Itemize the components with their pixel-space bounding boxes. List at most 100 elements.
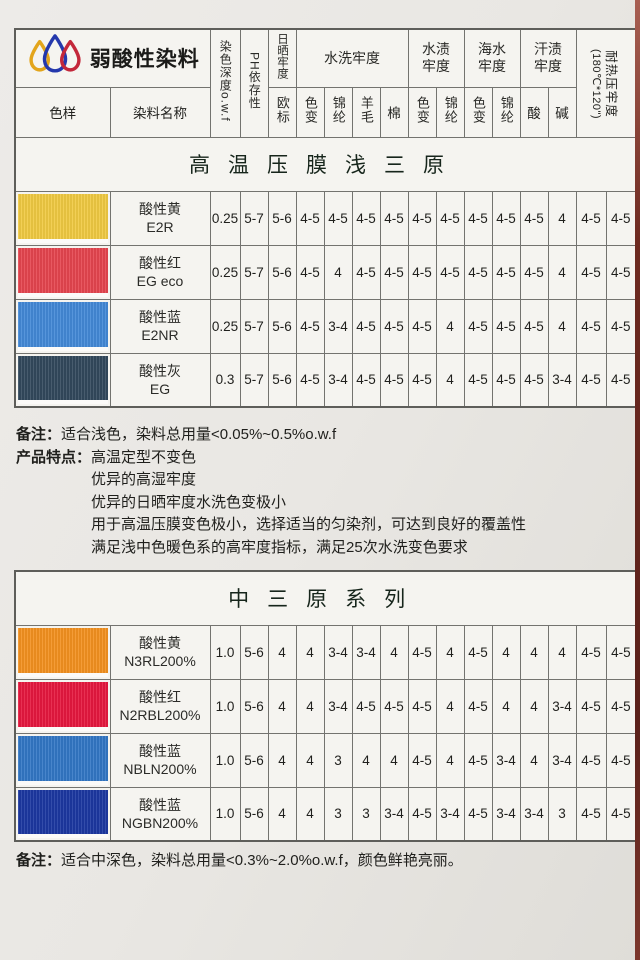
sub-header-sea-shade: 色变 [463,86,493,138]
dye-name-cell: 酸性黄 N3RL200% [109,624,211,680]
dye-name-cell: 酸性蓝 NBLN200% [109,732,211,788]
fastness-value: 4-5 [605,298,637,354]
fastness-value: 3 [547,786,577,842]
sub-header-wash-nylon: 锦纶 [323,86,353,138]
col-header-depth: 染色深度o.w.f [209,28,241,138]
spec-table-medium-trichromatic: 中三原系列 酸性黄 N3RL200% 1.0 5-6 4 4 3-4 3-4 4 4-5 4 4-5 4… [14,570,638,842]
ph-label: PH依存性 [247,51,262,110]
fastness-value: 4-5 [519,190,549,246]
series-banner: 中三原系列 [14,570,637,626]
shade-change-label: 色变 [302,95,318,124]
dye-name: 酸性蓝 [139,308,181,325]
fastness-value: 4-5 [379,298,409,354]
fastness-value: 4-5 [519,352,549,408]
fastness-value: 1.0 [209,624,241,680]
fastness-value: 4-5 [435,244,465,300]
dye-code: E2NR [141,327,179,343]
group-header-waterstain: 水渍 牢度 [407,28,465,88]
col-header-ph: PH依存性 [239,28,269,138]
fastness-value: 4-5 [575,244,607,300]
dye-name: 酸性黄 [139,634,181,651]
fastness-value: 4-5 [379,190,409,246]
shade-change-label: 色变 [470,95,486,124]
color-swatch-cell [14,298,111,354]
fabric-swatch [18,681,108,731]
fastness-value: 4 [547,190,577,246]
features-list: 高温定型不变色 优异的高湿牢度 优异的日晒牢度水洗色变极小 用于高温压膜变色极小… [91,447,526,560]
fastness-value: 4-5 [463,732,493,788]
wool-label: 羊毛 [358,95,374,124]
dye-name: 酸性红 [139,688,181,705]
fastness-value: 3 [351,786,381,842]
remark-line: 备注： 适合浅色，染料总用量<0.05%~0.5%o.w.f [16,424,616,447]
remark-line: 备注： 适合中深色，染料总用量<0.3%~2.0%o.w.f，颜色鲜艳亮丽。 [16,850,616,873]
color-swatch-cell [14,786,111,842]
sub-header-wash-shade: 色变 [295,86,325,138]
fastness-value: 4-5 [605,190,637,246]
table-header: 弱酸性染料 染色深度o.w.f PH依存性 日晒牢度 水洗牢度 水渍 牢度 海水… [14,28,637,138]
heatpress-title: 耐热压牢度 [603,50,618,118]
fastness-value: 4 [519,624,549,680]
fastness-value: 4-5 [519,244,549,300]
fastness-value: 4-5 [407,624,437,680]
dye-row: 酸性灰 EG 0.3 5-7 5-6 4-5 3-4 4-5 4-5 4-5 4 4-5 4-5 4-5 3… [14,352,637,408]
fastness-value: 4-5 [519,298,549,354]
dye-row: 酸性黄 N3RL200% 1.0 5-6 4 4 3-4 3-4 4 4-5 4 4-5 4 4 4 4-5 4… [14,624,637,680]
sub-header-sweat-alkali: 碱 [547,86,577,138]
dye-name: 酸性蓝 [139,796,181,813]
fastness-value: 5-7 [239,352,269,408]
fastness-value: 4-5 [379,352,409,408]
fastness-value: 3-4 [547,352,577,408]
dye-code: N2RBL200% [119,707,201,723]
fastness-value: 4 [435,624,465,680]
dye-row: 酸性蓝 NGBN200% 1.0 5-6 4 4 3 3 3-4 4-5 3-4 4-5 3-4 3-4 3… [14,786,637,842]
fastness-value: 4-5 [605,244,637,300]
dye-code: NGBN200% [121,814,199,831]
fastness-value: 3-4 [547,732,577,788]
nylon-label: 锦纶 [498,95,514,124]
col-header-heatpress: 耐热压牢度 (180℃*120") [575,28,637,138]
fabric-swatch [18,355,108,404]
fabric-swatch [18,735,108,785]
series-banner-row: 中三原系列 [14,570,637,626]
heatpress-condition: (180℃*120") [589,48,602,120]
fastness-value: 0.25 [209,244,241,300]
fastness-value: 3 [323,786,353,842]
fastness-value: 4-5 [295,244,325,300]
color-swatch-cell [14,352,111,408]
fastness-value: 4-5 [491,352,521,408]
feature-item: 高温定型不变色 [91,448,197,466]
remark-label: 备注： [16,426,62,443]
fastness-value: 4-5 [605,786,637,842]
fastness-value: 4-5 [575,678,607,734]
fastness-value: 4-5 [575,352,607,408]
fastness-value: 4-5 [491,190,521,246]
fastness-value: 4-5 [351,244,381,300]
fastness-value: 4-5 [351,298,381,354]
fastness-value: 4 [351,732,381,788]
remark-text: 适合浅色，染料总用量<0.05%~0.5%o.w.f [61,426,337,443]
dye-name-cell: 酸性灰 EG [109,352,211,408]
dye-row: 酸性黄 E2R 0.25 5-7 5-6 4-5 4-5 4-5 4-5 4-5 4-5 4-5 4-5… [14,190,637,246]
fastness-value: 4-5 [295,352,325,408]
fastness-value: 4-5 [323,190,353,246]
depth-label: 染色深度o.w.f [218,39,233,122]
sub-header-wash-wool: 羊毛 [351,86,381,138]
color-swatch-cell [14,678,111,734]
fastness-value: 4-5 [463,244,493,300]
fastness-value: 4-5 [605,624,637,680]
sub-header-water-nylon: 锦纶 [435,86,465,138]
eu-label: 欧标 [274,95,290,124]
fastness-value: 3-4 [491,732,521,788]
fastness-value: 5-6 [239,624,269,680]
remark-label: 备注： [16,852,62,869]
dye-name: 酸性黄 [139,200,181,217]
fastness-value: 4 [547,298,577,354]
fastness-value: 4-5 [407,732,437,788]
fastness-value: 4-5 [379,678,409,734]
features-line: 产品特点： 高温定型不变色 优异的高湿牢度 优异的日晒牢度水洗色变极小 用于高温… [16,447,616,560]
fastness-value: 3-4 [491,786,521,842]
fastness-value: 3-4 [323,624,353,680]
sub-header-water-shade: 色变 [407,86,437,138]
